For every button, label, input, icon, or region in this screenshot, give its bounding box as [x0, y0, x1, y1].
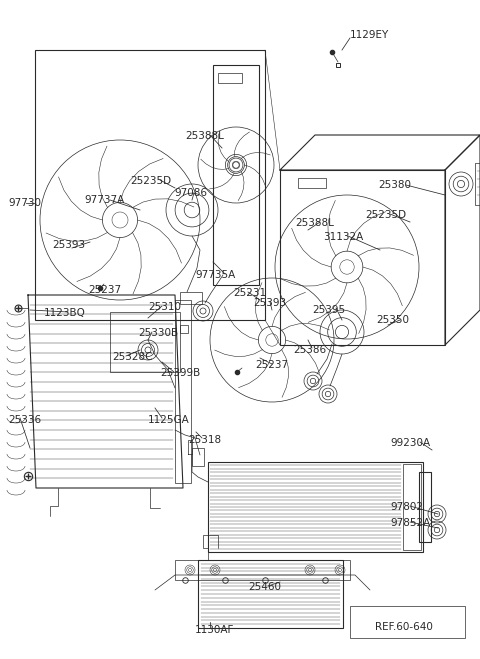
- Text: 25231: 25231: [233, 288, 266, 298]
- Text: 31132A: 31132A: [323, 232, 363, 242]
- Text: 97737A: 97737A: [84, 195, 124, 205]
- Text: 25388L: 25388L: [185, 131, 224, 141]
- Text: 25350: 25350: [376, 315, 409, 325]
- Text: 25330B: 25330B: [138, 328, 178, 338]
- Text: 1129EY: 1129EY: [350, 30, 389, 40]
- Bar: [475, 163, 480, 205]
- Text: 1125GA: 1125GA: [148, 415, 190, 425]
- Text: 97086: 97086: [174, 188, 207, 198]
- Bar: [280, 170, 445, 345]
- Text: 97735A: 97735A: [195, 270, 235, 280]
- Bar: [208, 462, 423, 552]
- Bar: [213, 65, 259, 285]
- Text: 25393: 25393: [52, 240, 85, 250]
- Text: 97852A: 97852A: [390, 518, 430, 528]
- Bar: [218, 73, 242, 83]
- Bar: [192, 448, 204, 466]
- Text: 99230A: 99230A: [390, 438, 430, 448]
- Text: 25380: 25380: [378, 180, 411, 190]
- Bar: [35, 50, 265, 320]
- Bar: [198, 560, 343, 628]
- Text: 25388L: 25388L: [295, 218, 334, 228]
- Text: 25395: 25395: [312, 305, 345, 315]
- Bar: [298, 178, 326, 188]
- Bar: [350, 606, 465, 638]
- Bar: [180, 325, 188, 333]
- Text: 97730: 97730: [8, 198, 41, 208]
- Text: 25399B: 25399B: [160, 368, 200, 378]
- Text: 25235D: 25235D: [365, 210, 406, 220]
- Text: 25460: 25460: [248, 582, 281, 592]
- Text: 25393: 25393: [253, 298, 286, 308]
- Bar: [175, 560, 350, 580]
- Text: REF.60-640: REF.60-640: [375, 622, 433, 632]
- Bar: [180, 292, 202, 304]
- Text: 25235D: 25235D: [130, 176, 171, 186]
- Bar: [403, 464, 421, 550]
- Text: 25318: 25318: [188, 435, 221, 445]
- Text: 97802: 97802: [390, 502, 423, 512]
- Text: 1123BQ: 1123BQ: [44, 308, 86, 318]
- Bar: [175, 300, 191, 483]
- Text: 1130AF: 1130AF: [195, 625, 234, 635]
- Text: 25328C: 25328C: [112, 352, 153, 362]
- Bar: [110, 312, 180, 372]
- Text: 25237: 25237: [88, 285, 121, 295]
- Bar: [419, 472, 431, 542]
- Text: 25336: 25336: [8, 415, 41, 425]
- Text: 25386: 25386: [293, 345, 326, 355]
- Text: 25310: 25310: [148, 302, 181, 312]
- Text: 25237: 25237: [255, 360, 288, 370]
